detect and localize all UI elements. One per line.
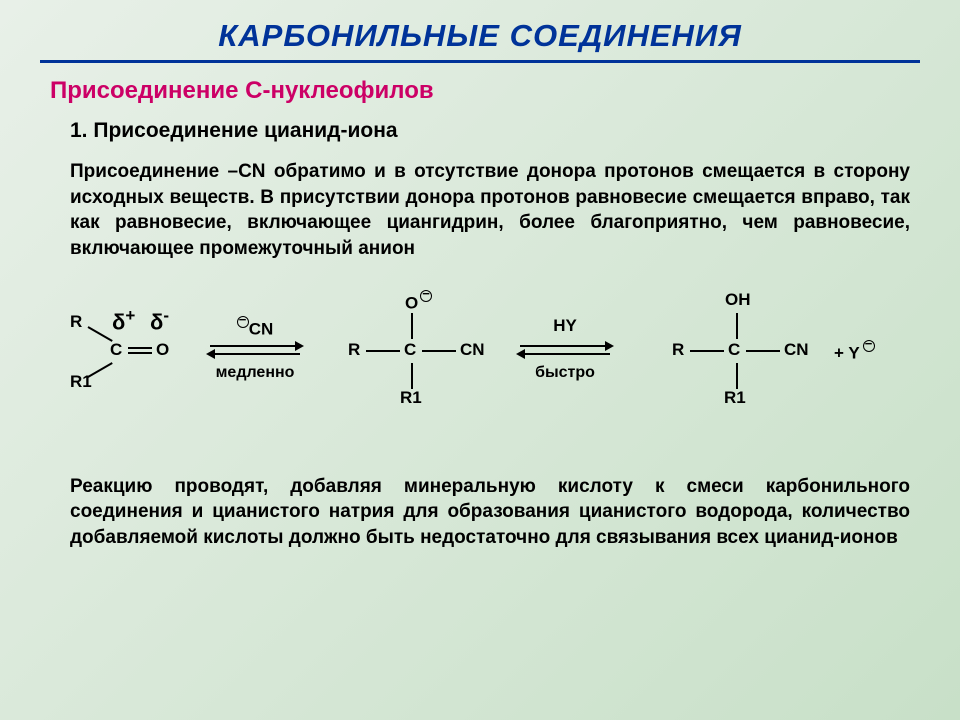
mol3-CN: CN <box>784 340 809 360</box>
eq-arrow-1: CN медленно <box>200 338 310 362</box>
mol3-R: R <box>672 340 684 360</box>
slide-title: КАРБОНИЛЬНЫЕ СОЕДИНЕНИЯ <box>40 18 920 54</box>
mol2-C: C <box>404 340 416 360</box>
minus-charge-icon <box>863 340 875 352</box>
footer-paragraph: Реакцию проводят, добавляя минеральную к… <box>70 474 910 551</box>
bond <box>690 350 724 352</box>
bond <box>422 350 456 352</box>
mol3-plus-Y: + Y <box>834 340 875 364</box>
mol1-R1: R1 <box>70 372 92 392</box>
delta-minus: δ- <box>150 306 169 335</box>
mol2-O: O <box>405 290 432 314</box>
bond <box>366 350 400 352</box>
bond <box>411 313 413 339</box>
bond <box>736 313 738 339</box>
section-heading: 1. Присоединение цианид-иона <box>70 119 920 143</box>
bond <box>128 347 152 349</box>
mol2-CN: CN <box>460 340 485 360</box>
eq-arrow-2: HY быстро <box>510 338 620 362</box>
mol1-O: O <box>156 340 169 360</box>
mol3-OH: OH <box>725 290 751 310</box>
minus-charge-icon <box>237 316 249 328</box>
title-underline <box>40 60 920 63</box>
slide-subtitle: Присоединение С-нуклеофилов <box>50 77 920 105</box>
arrow1-top-label: CN <box>200 316 310 340</box>
mol2-R1: R1 <box>400 388 422 408</box>
mol1-C: C <box>110 340 122 360</box>
minus-charge-icon <box>420 290 432 302</box>
bond <box>128 352 152 354</box>
mol3-R1: R1 <box>724 388 746 408</box>
paragraph-1: Присоединение –CN обратимо и в отсутстви… <box>70 159 910 262</box>
arrow2-top-label: HY <box>510 316 620 336</box>
bond <box>411 363 413 389</box>
mol3-C: C <box>728 340 740 360</box>
bond <box>736 363 738 389</box>
bond <box>746 350 780 352</box>
delta-plus: δ+ <box>112 306 135 335</box>
reaction-diagram: R C O R1 δ+ δ- CN медленно O R C C <box>70 284 910 454</box>
slide-container: КАРБОНИЛЬНЫЕ СОЕДИНЕНИЯ Присоединение С-… <box>0 0 960 720</box>
mol2-R: R <box>348 340 360 360</box>
mol1-R: R <box>70 312 82 332</box>
bond <box>88 326 113 342</box>
arrow2-bottom-label: быстро <box>510 364 620 382</box>
arrow1-bottom-label: медленно <box>200 364 310 382</box>
